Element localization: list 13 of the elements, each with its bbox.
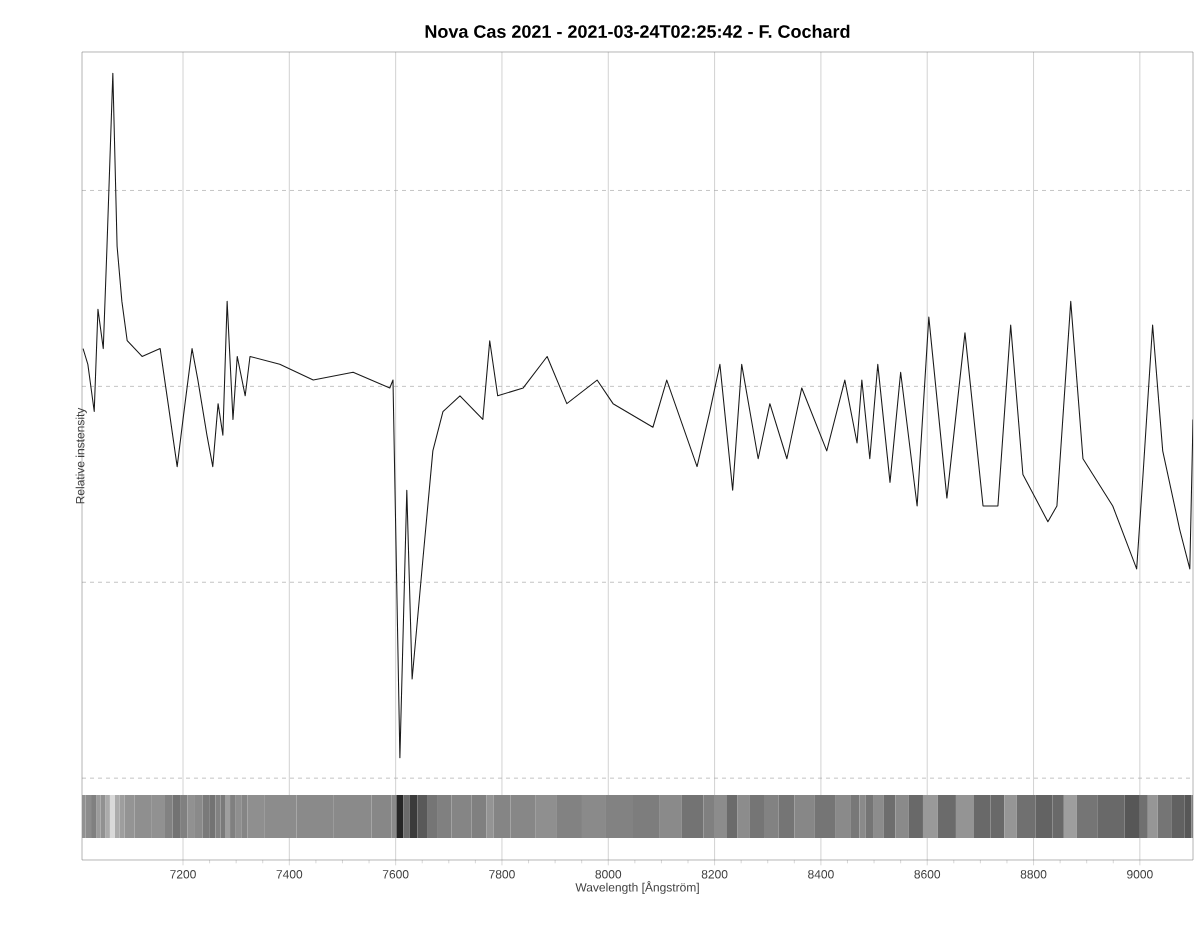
x-tick-label: 8000 (595, 870, 622, 879)
x-tick-label: 8200 (701, 870, 728, 879)
x-tick-label: 8400 (808, 870, 834, 879)
x-axis-title: Wavelength [Ångström] (575, 881, 699, 894)
x-tick-label: 7800 (489, 870, 515, 879)
x-tick-label: 9000 (1127, 870, 1153, 879)
x-tick-label: 7200 (170, 870, 196, 879)
x-tick-label: 7600 (382, 870, 409, 879)
y-axis-title: Relative instensity (75, 407, 87, 504)
x-tick-label: 8600 (914, 870, 941, 879)
x-tick-label: 7400 (276, 870, 303, 879)
x-tick-label: 8800 (1020, 870, 1047, 879)
chart-title: Nova Cas 2021 - 2021-03-24T02:25:42 - F. Cochard (425, 24, 850, 38)
